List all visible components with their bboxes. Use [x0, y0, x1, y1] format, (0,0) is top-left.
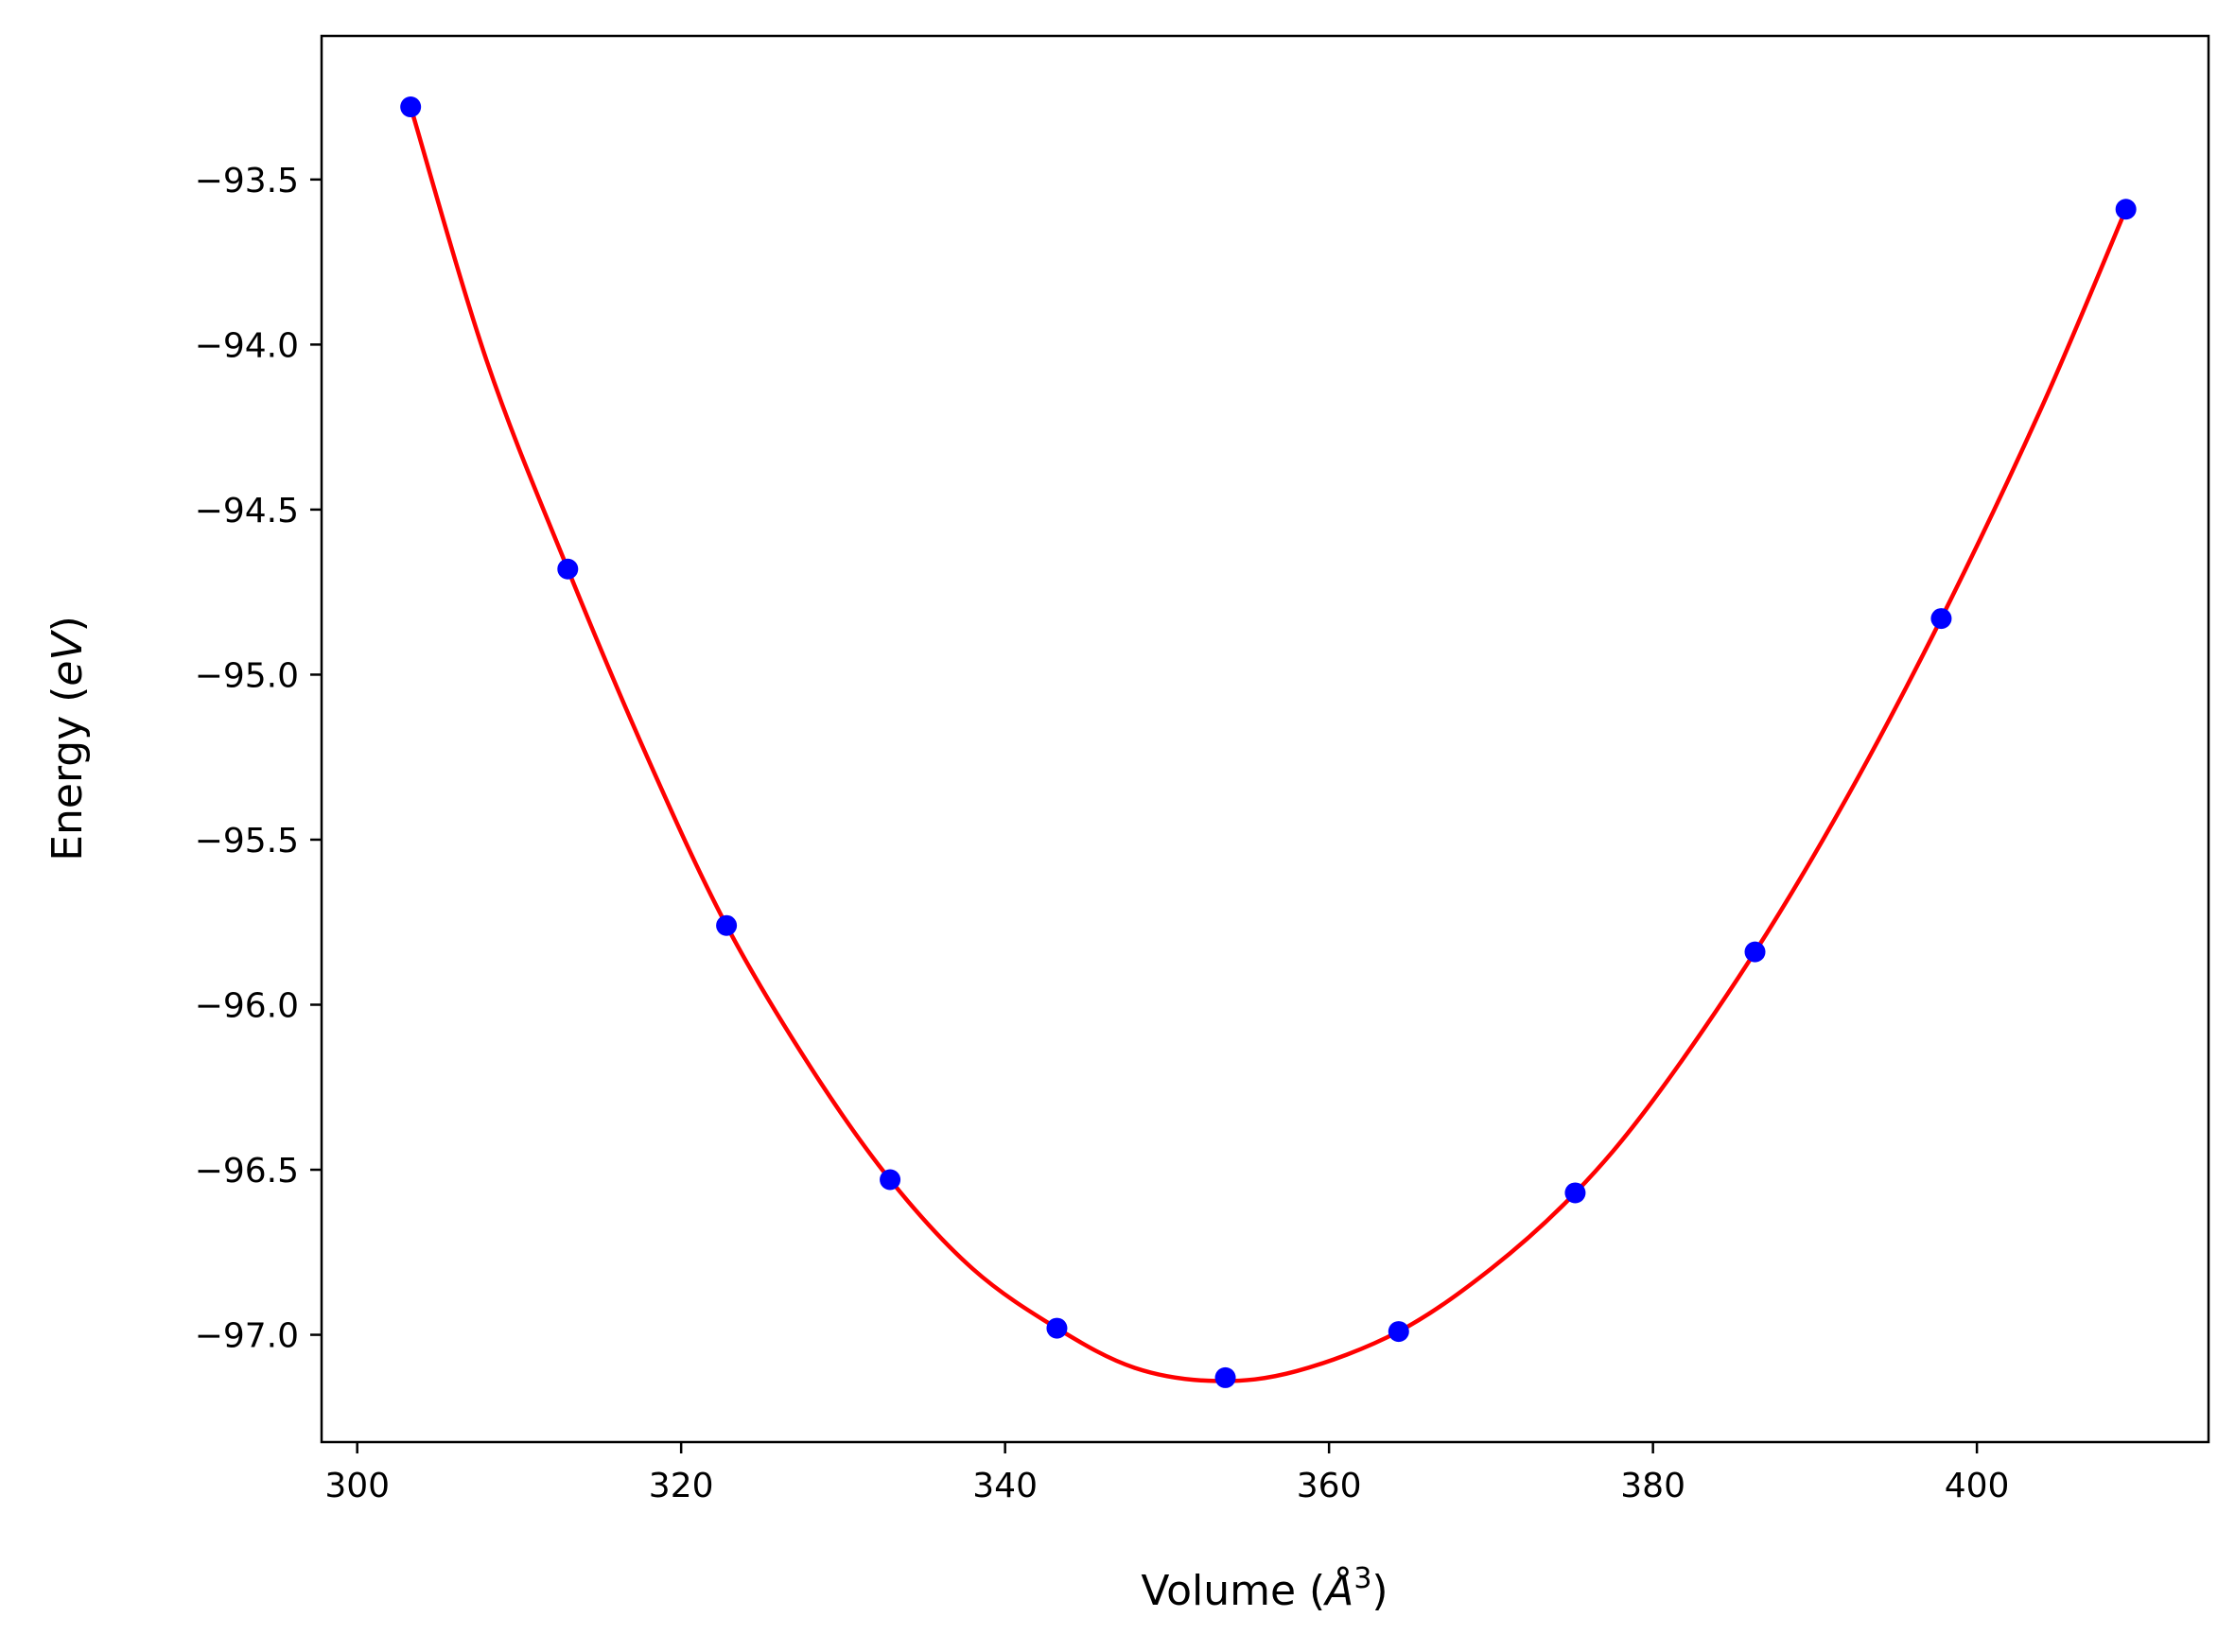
- y-axis-label-unit: eV: [44, 630, 92, 687]
- y-axis-ticks: −93.5 −94.0 −94.5 −95.0 −95.5 −96.0 −96.5 −97.0: [195, 162, 322, 1356]
- y-tick-label: −96.0: [195, 986, 299, 1025]
- data-point: [1744, 941, 1766, 963]
- y-tick-label: −94.0: [195, 326, 299, 365]
- data-point: [1930, 608, 1952, 630]
- x-tick-label: 300: [324, 1467, 390, 1505]
- y-tick-label: −97.0: [195, 1317, 299, 1356]
- data-point: [1214, 1366, 1236, 1388]
- x-tick-label: 340: [972, 1467, 1038, 1505]
- x-axis-label-close: ): [1371, 1567, 1388, 1615]
- data-point: [1564, 1182, 1586, 1204]
- x-axis-ticks: 300 320 340 360 380 400: [324, 1442, 2009, 1505]
- y-axis-label-close: ): [44, 616, 92, 632]
- x-tick-label: 320: [649, 1467, 714, 1505]
- y-tick-label: −94.5: [195, 492, 299, 530]
- y-tick-label: −95.5: [195, 822, 299, 861]
- data-point: [1388, 1321, 1409, 1343]
- x-tick-label: 400: [1945, 1467, 2010, 1505]
- y-axis-label-text: Energy (: [44, 687, 92, 861]
- x-axis-label-text: Volume (: [1141, 1567, 1325, 1615]
- y-axis-label: Energy (eV): [44, 616, 92, 861]
- data-point: [557, 558, 579, 580]
- data-point: [880, 1169, 901, 1191]
- data-points-layer: [400, 96, 2137, 1388]
- data-point: [400, 96, 422, 118]
- x-tick-label: 380: [1620, 1467, 1685, 1505]
- data-point: [2115, 199, 2137, 220]
- x-axis-label-symbol: Å: [1322, 1565, 1353, 1615]
- plot-area: [322, 36, 2209, 1442]
- x-axis-label: Volume (Å3): [1141, 1562, 1388, 1615]
- x-tick-label: 360: [1297, 1467, 1362, 1505]
- x-axis-label-exponent: 3: [1353, 1562, 1371, 1595]
- data-point: [716, 914, 738, 936]
- y-tick-label: −95.0: [195, 656, 299, 695]
- y-tick-label: −93.5: [195, 162, 299, 200]
- data-point: [1046, 1317, 1068, 1339]
- plot-frame: [320, 34, 2210, 1444]
- y-tick-label: −96.5: [195, 1152, 299, 1191]
